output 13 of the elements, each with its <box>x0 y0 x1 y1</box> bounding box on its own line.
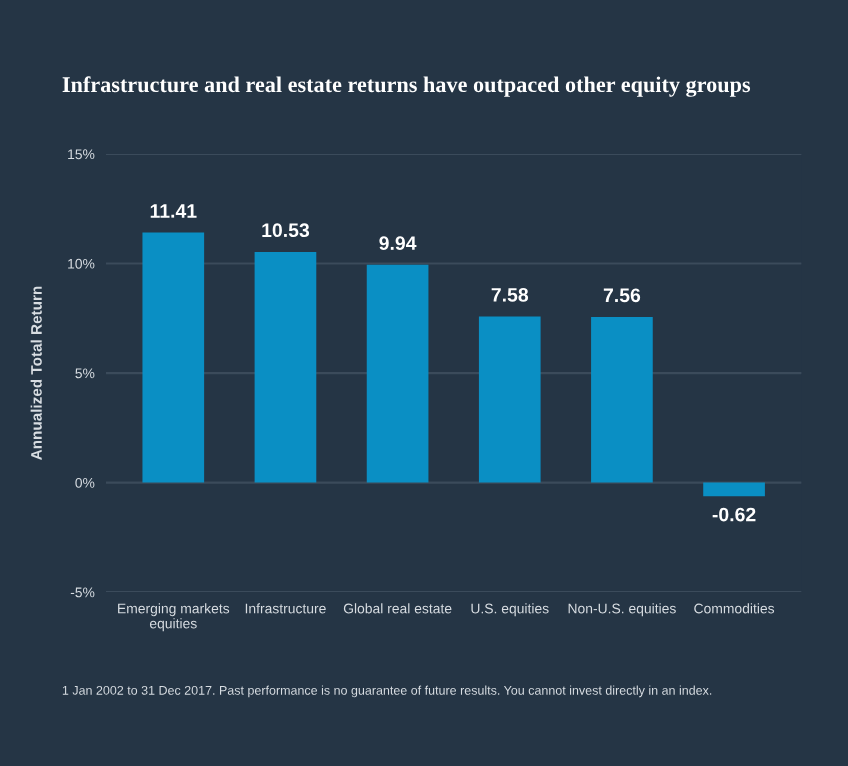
data-label: 9.94 <box>379 236 417 251</box>
chart-title: Infrastructure and real estate returns have outpaced other equity groups <box>62 76 751 97</box>
data-label: 10.53 <box>262 223 310 238</box>
data-label: 11.41 <box>150 204 197 218</box>
bar <box>478 316 541 483</box>
bar <box>366 264 429 483</box>
bar <box>591 316 653 483</box>
bar <box>142 232 205 483</box>
data-label: 7.58 <box>491 287 529 302</box>
data-label: -0.62 <box>712 507 756 522</box>
bar <box>254 251 317 483</box>
data-label: 7.56 <box>603 288 641 303</box>
bar <box>703 482 765 497</box>
